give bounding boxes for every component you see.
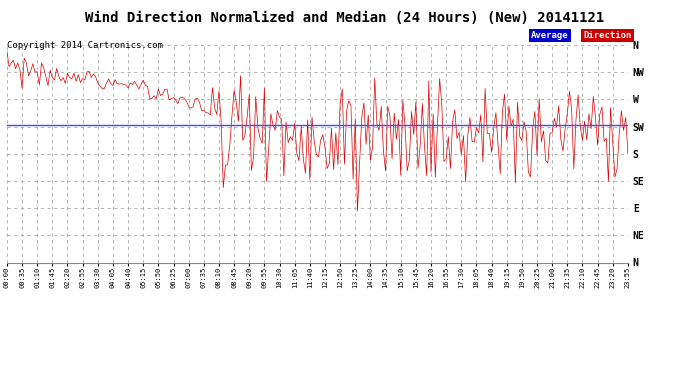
Text: Average: Average xyxy=(531,31,569,40)
Text: Copyright 2014 Cartronics.com: Copyright 2014 Cartronics.com xyxy=(7,41,163,50)
Text: Direction: Direction xyxy=(584,31,632,40)
Text: Wind Direction Normalized and Median (24 Hours) (New) 20141121: Wind Direction Normalized and Median (24… xyxy=(86,11,604,25)
